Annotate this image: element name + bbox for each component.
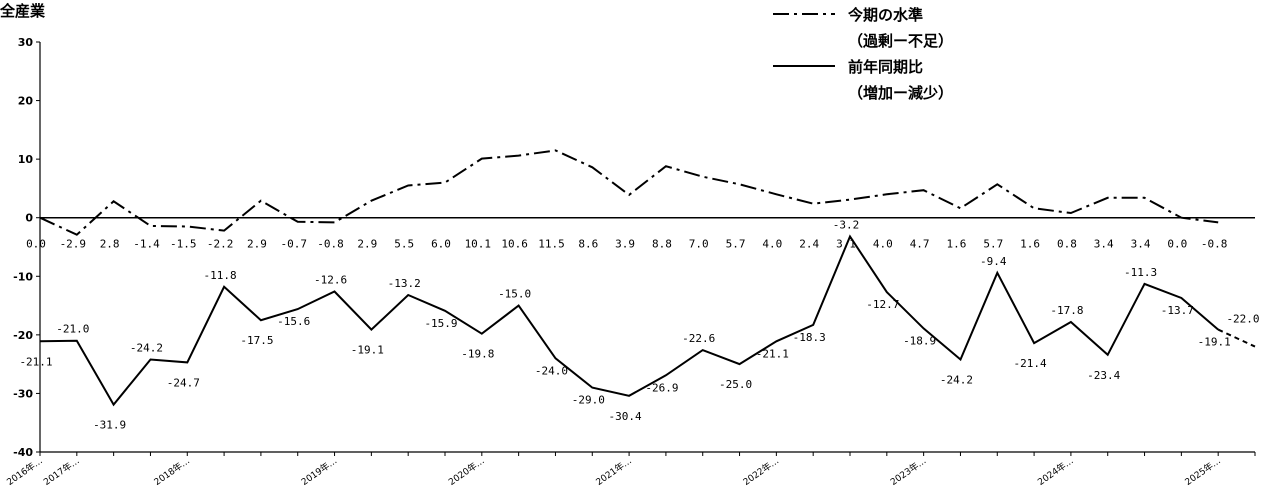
data-label-level: 2.9 <box>357 238 377 251</box>
data-label-yoy: -11.3 <box>1124 266 1157 279</box>
data-label-level: -1.5 <box>170 238 197 251</box>
data-label-yoy: -15.9 <box>424 317 457 330</box>
x-tick-label: 2016年… <box>4 455 44 488</box>
data-label-yoy: -12.6 <box>314 274 347 287</box>
x-tick-label: 2022年… <box>741 455 781 488</box>
data-label-yoy: -21.4 <box>1014 357 1047 370</box>
data-label-level: 4.0 <box>873 238 893 251</box>
x-tick-label: 2019年… <box>299 455 339 488</box>
data-label-level: 6.0 <box>431 238 451 251</box>
data-label-level: 8.8 <box>652 238 672 251</box>
data-label-yoy: -3.2 <box>833 218 860 231</box>
legend-sub-yoy: （増加ー減少） <box>848 84 954 102</box>
data-label-yoy: -24.2 <box>940 373 973 386</box>
data-label-yoy: -9.4 <box>980 255 1007 268</box>
data-label-level: 5.7 <box>983 238 1003 251</box>
data-label-yoy: -19.8 <box>461 348 494 361</box>
data-label-yoy: -24.0 <box>535 364 568 377</box>
data-label-level: 3.9 <box>615 238 635 251</box>
data-label-level: -0.8 <box>1201 238 1228 251</box>
y-tick-label: 30 <box>18 36 34 49</box>
x-tick-label: 2020年… <box>446 455 486 488</box>
data-label-yoy: -21.0 <box>56 323 89 336</box>
data-label-level: 1.6 <box>1020 238 1040 251</box>
data-label-yoy: -21.1 <box>756 347 789 360</box>
y-tick-label: 20 <box>18 95 34 108</box>
x-tick-label: 2025年… <box>1183 455 1223 488</box>
x-tick-label: 2018年… <box>152 455 192 488</box>
data-label-yoy: -22.0 <box>1226 313 1259 326</box>
data-label-level: 11.5 <box>538 238 565 251</box>
data-label-level: -0.7 <box>280 238 307 251</box>
data-label-level: 4.7 <box>910 238 930 251</box>
data-label-level: 5.7 <box>726 238 746 251</box>
data-label-level: 10.6 <box>501 238 528 251</box>
data-label-level: 5.5 <box>394 238 414 251</box>
y-tick-label: -30 <box>13 387 33 400</box>
legend-label-level: 今期の水準 <box>848 6 924 24</box>
y-tick-label: -40 <box>13 446 33 459</box>
data-label-yoy: -12.7 <box>866 298 899 311</box>
data-label-yoy: -26.9 <box>645 381 678 394</box>
data-label-yoy: -18.3 <box>793 331 826 344</box>
data-label-yoy: -13.7 <box>1161 304 1194 317</box>
x-tick-label: 2024年… <box>1035 455 1075 488</box>
data-label-yoy: -24.2 <box>130 341 163 354</box>
y-tick-label: -10 <box>13 270 33 283</box>
data-label-yoy: -21.1 <box>19 355 52 368</box>
data-label-level: -2.2 <box>207 238 234 251</box>
series-line-yoy <box>39 234 1219 407</box>
data-label-level: 0.8 <box>1057 238 1077 251</box>
data-label-yoy: -29.0 <box>572 394 605 407</box>
data-label-level: 0.0 <box>26 238 46 251</box>
data-label-yoy: -30.4 <box>609 410 642 423</box>
data-label-yoy: -19.1 <box>351 344 384 357</box>
data-label-yoy: -11.8 <box>204 269 237 282</box>
data-label-level: 2.8 <box>100 238 120 251</box>
data-label-yoy: -22.6 <box>682 332 715 345</box>
data-label-level: 3.4 <box>1094 238 1114 251</box>
legend-sub-level: （過剰ー不足） <box>848 32 954 50</box>
data-label-yoy: -19.1 <box>1198 336 1231 349</box>
y-tick-label: 0 <box>25 212 33 225</box>
series-line-yoy-forecast <box>1217 328 1256 348</box>
chart-title: 全産業 <box>0 2 46 20</box>
data-label-yoy: -15.0 <box>498 288 531 301</box>
data-label-level: 7.0 <box>689 238 709 251</box>
data-label-level: 2.4 <box>799 238 819 251</box>
data-label-level: -2.9 <box>60 238 87 251</box>
x-tick-label: 2021年… <box>593 455 633 488</box>
x-tick-label: 2017年… <box>41 455 81 488</box>
data-label-yoy: -25.0 <box>719 378 752 391</box>
y-tick-label: 10 <box>18 153 34 166</box>
data-label-yoy: -18.9 <box>903 334 936 347</box>
data-label-level: -0.8 <box>317 238 344 251</box>
y-tick-label: -20 <box>13 329 33 342</box>
data-label-yoy: -17.5 <box>240 334 273 347</box>
data-label-level: 10.1 <box>465 238 492 251</box>
data-label-level: 4.0 <box>762 238 782 251</box>
data-label-level: 2.9 <box>247 238 267 251</box>
data-label-level: 3.4 <box>1131 238 1151 251</box>
data-label-yoy: -24.7 <box>167 376 200 389</box>
x-tick-label: 2023年… <box>888 455 928 488</box>
data-label-level: 8.6 <box>578 238 598 251</box>
series-line-level <box>39 149 1219 236</box>
data-label-yoy: -31.9 <box>93 419 126 432</box>
data-label-yoy: -17.8 <box>1050 304 1083 317</box>
data-label-yoy: -15.6 <box>277 315 310 328</box>
legend-label-yoy: 前年同期比 <box>848 58 924 76</box>
data-label-level: 1.6 <box>947 238 967 251</box>
data-label-yoy: -23.4 <box>1087 369 1120 382</box>
data-label-level: -1.4 <box>133 238 160 251</box>
data-label-yoy: -13.2 <box>388 277 421 290</box>
data-label-level: 0.0 <box>1167 238 1187 251</box>
